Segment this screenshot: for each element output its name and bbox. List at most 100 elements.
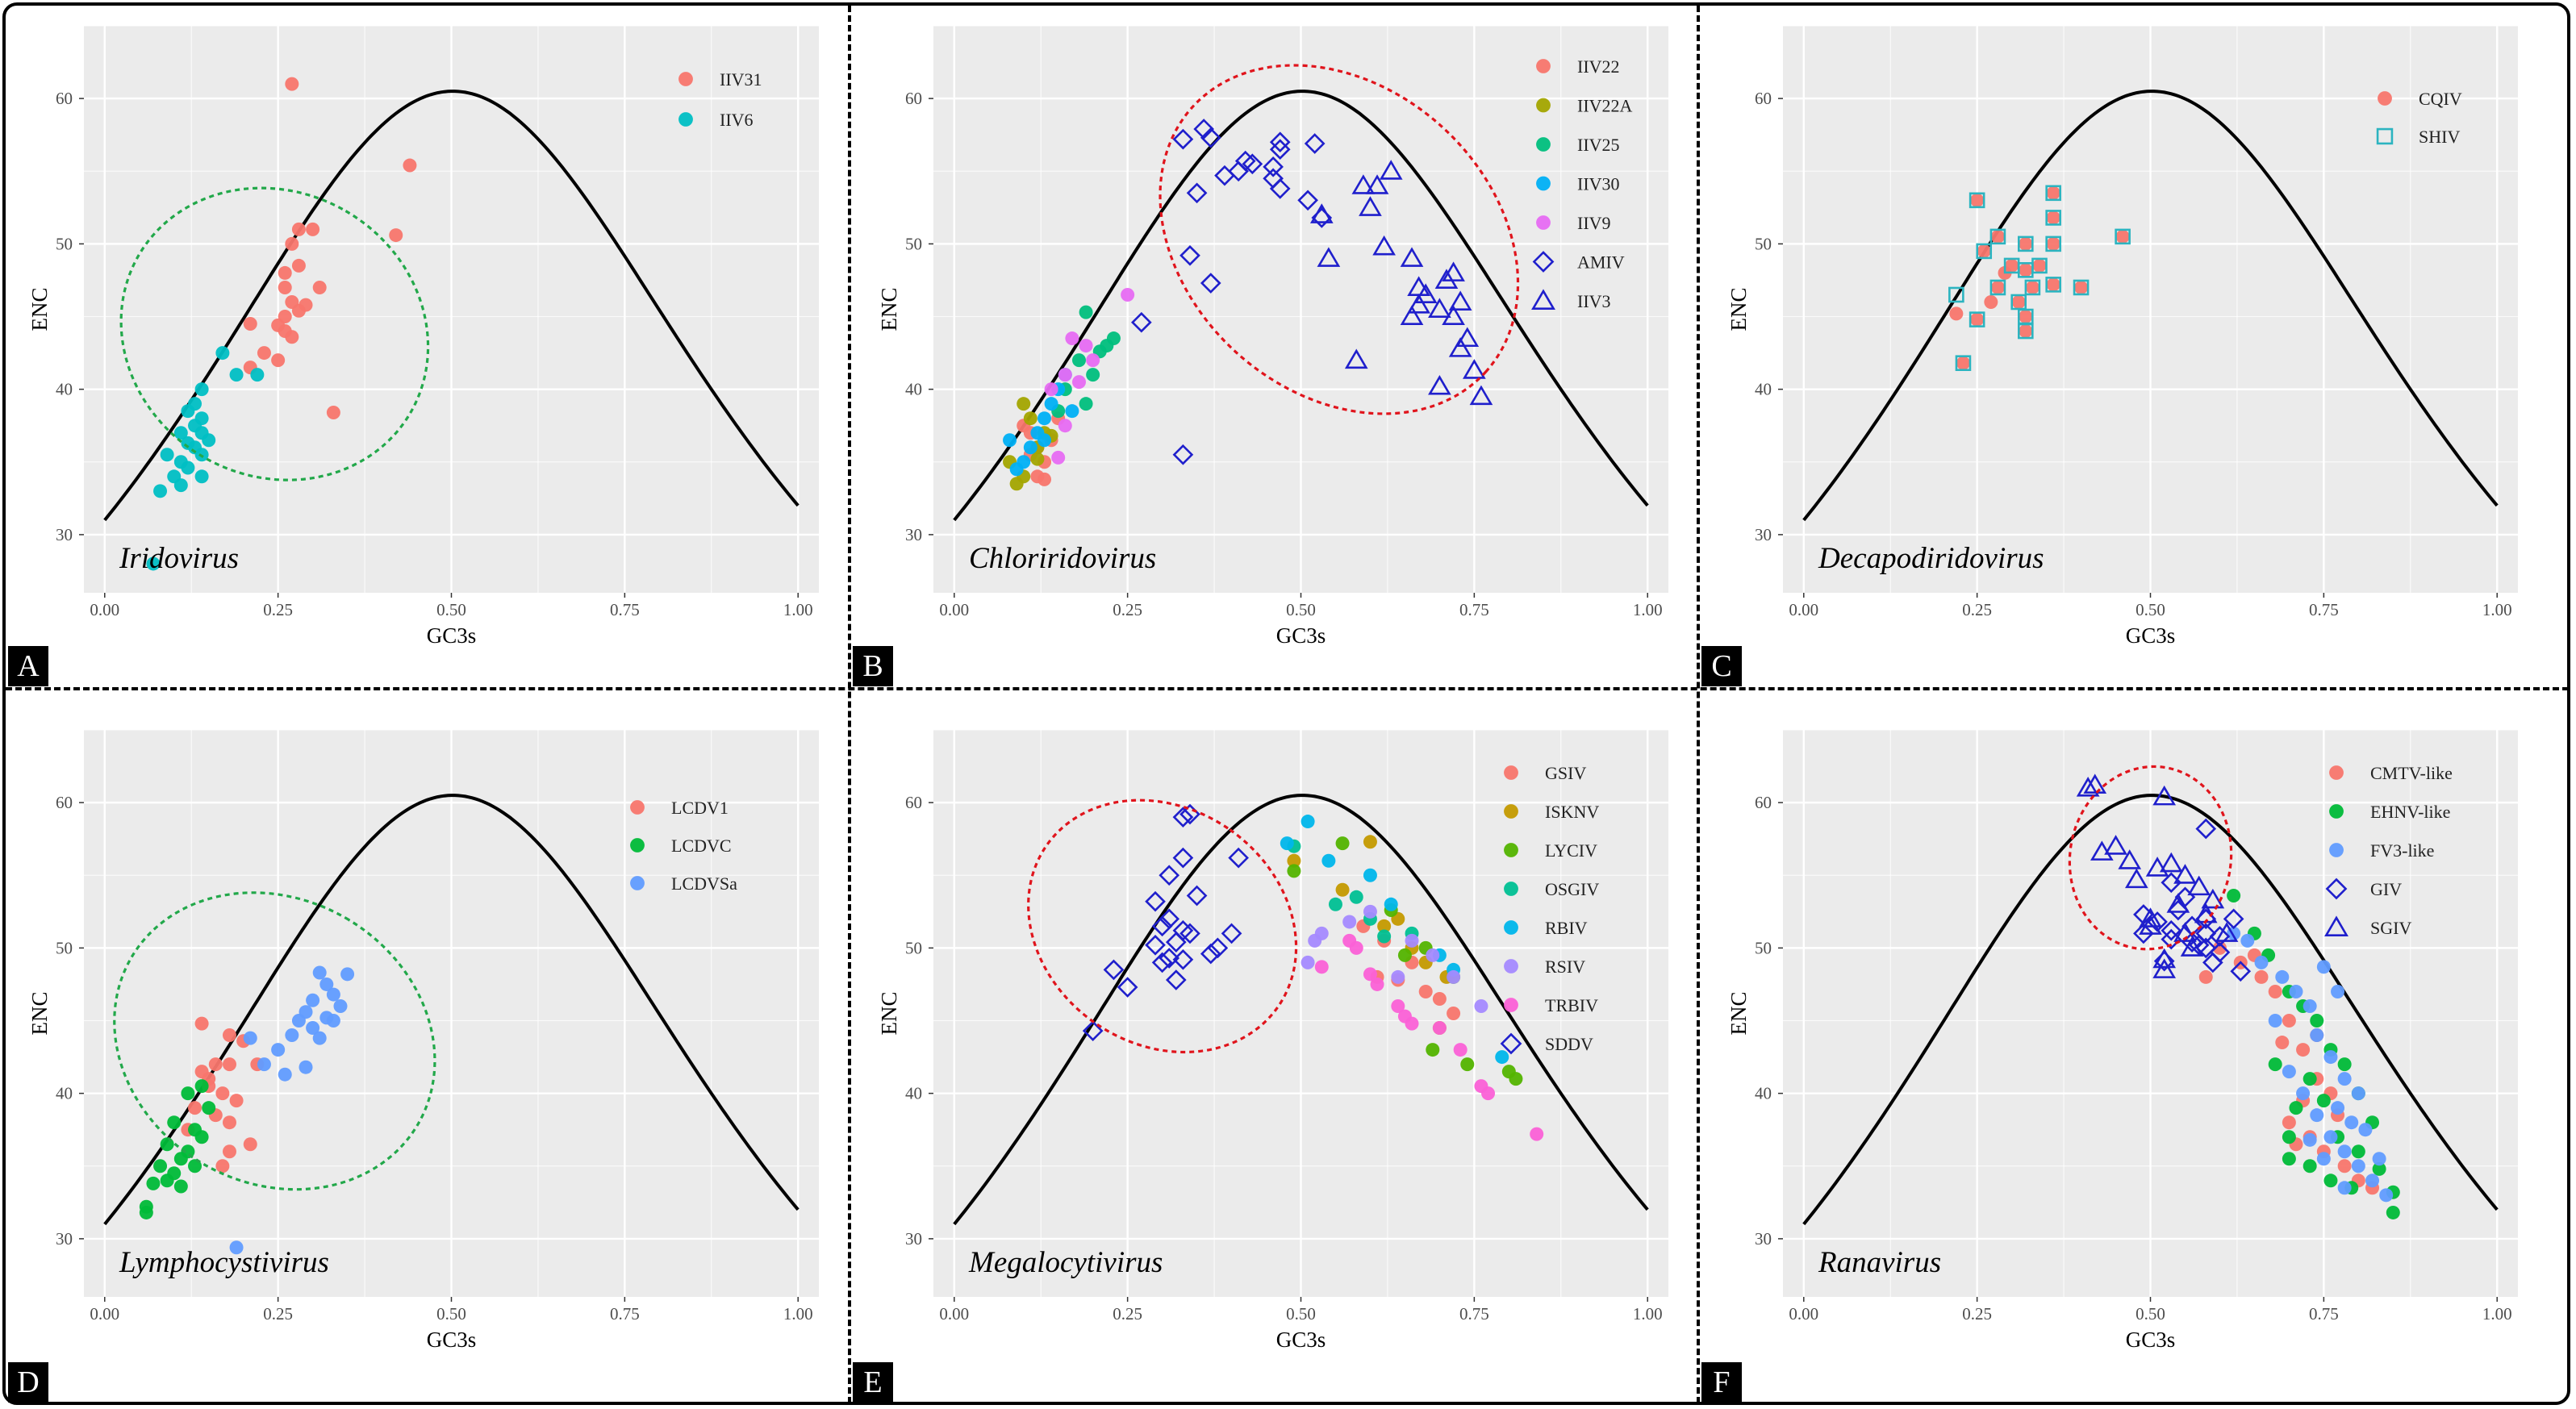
- data-point: [1071, 353, 1086, 368]
- data-point: [340, 967, 355, 982]
- data-point: [2323, 1050, 2338, 1065]
- data-point: [1242, 153, 1263, 175]
- data-point: [167, 1115, 182, 1130]
- scatter-plot-e: 0.00 0.25 0.50 0.75 1.00 30 40 50 60 GC3s ENC GSIV I…: [877, 729, 1668, 1352]
- data-point: [1287, 853, 1301, 868]
- data-point: [1349, 940, 1363, 955]
- data-point: [2046, 236, 2060, 251]
- data-point: [1990, 280, 2005, 294]
- data-point: [1121, 287, 1135, 302]
- panel-d: 0.00 0.25 0.50 0.75 1.00 30 40 50 60 GC3s ENC LCDV1…: [0, 704, 850, 1394]
- data-point: [2268, 1014, 2282, 1028]
- data-point: [2358, 1123, 2373, 1137]
- series-trbiv: [1314, 933, 1544, 1141]
- data-point: [1970, 193, 1985, 207]
- data-point: [1372, 235, 1396, 256]
- panel-c: 0.00 0.25 0.50 0.75 1.00 30 40 50 60 GC3s ENC CQIV S…: [1699, 0, 2549, 690]
- data-point: [2372, 1152, 2386, 1166]
- data-point: [1363, 868, 1377, 882]
- data-point: [2018, 262, 2034, 278]
- series-amiv: [1130, 119, 1333, 465]
- data-point: [1263, 156, 1284, 177]
- data-point: [271, 1043, 286, 1057]
- data-point: [1969, 192, 1985, 209]
- legend-label: LYCIV: [1545, 840, 1597, 861]
- y-tick-label: 60: [1755, 89, 1772, 108]
- data-point: [181, 461, 195, 475]
- data-point: [2282, 1152, 2296, 1166]
- legend-label: FV3-like: [2370, 840, 2434, 861]
- data-point: [1949, 306, 1964, 321]
- data-point: [1990, 229, 2005, 244]
- x-tick-label: 0.00: [939, 600, 969, 619]
- data-point: [1469, 385, 1493, 406]
- x-axis-title: GC3s: [1276, 623, 1326, 648]
- data-point: [2296, 1086, 2311, 1101]
- y-tick-label: 30: [905, 1229, 922, 1249]
- legend-key: [630, 800, 645, 815]
- x-tick-label: 0.25: [1962, 1304, 1992, 1324]
- data-point: [1321, 853, 1336, 868]
- y-tick-label: 40: [1755, 380, 1772, 399]
- data-point: [291, 1014, 306, 1028]
- data-point: [2104, 835, 2127, 855]
- legend-label: CMTV-like: [2370, 763, 2453, 783]
- data-point: [2161, 919, 2182, 941]
- data-point: [1377, 929, 1392, 944]
- data-point: [2212, 940, 2227, 955]
- data-point: [160, 1137, 174, 1152]
- x-tick-label: 0.50: [436, 1304, 466, 1324]
- data-point: [2303, 998, 2317, 1013]
- data-point: [1448, 290, 1472, 311]
- data-point: [1287, 864, 1301, 878]
- data-point: [173, 478, 188, 493]
- y-axis-title: ENC: [877, 992, 901, 1036]
- y-tick-label: 60: [56, 89, 73, 108]
- data-point: [291, 258, 306, 273]
- data-point: [1065, 404, 1079, 419]
- data-point: [306, 222, 320, 236]
- data-point: [1165, 932, 1187, 953]
- data-point: [1365, 174, 1389, 194]
- y-tick-label: 30: [1755, 525, 1772, 544]
- highlight-ellipse: [113, 891, 436, 1191]
- legend-key: [2329, 843, 2344, 857]
- legend-label: EHNV-like: [2370, 802, 2450, 822]
- data-point: [2115, 228, 2131, 245]
- data-point: [2215, 922, 2239, 942]
- data-point: [2351, 1086, 2365, 1101]
- data-point: [2310, 1108, 2324, 1123]
- data-point: [250, 368, 265, 382]
- data-point: [2310, 1028, 2324, 1043]
- data-point: [2282, 1130, 2296, 1144]
- data-point: [1017, 455, 1031, 469]
- data-point: [2152, 948, 2177, 969]
- data-point: [2025, 280, 2040, 294]
- data-point: [1984, 294, 1998, 309]
- data-point: [2209, 926, 2231, 947]
- data-point: [1044, 382, 1058, 397]
- data-point: [1453, 1043, 1468, 1057]
- data-point: [1200, 273, 1221, 294]
- genus-label: Ranavirus: [1818, 1246, 1941, 1279]
- data-point: [188, 1101, 202, 1115]
- data-point: [1100, 339, 1114, 353]
- series-lcdvc: [139, 1079, 216, 1219]
- data-point: [2323, 1173, 2338, 1188]
- data-point: [2074, 280, 2089, 294]
- genus-label: Lymphocystivirus: [119, 1246, 329, 1279]
- x-tick-label: 1.00: [783, 600, 813, 619]
- data-point: [2018, 236, 2034, 252]
- data-point: [285, 236, 299, 251]
- x-tick-label: 1.00: [783, 1304, 813, 1324]
- data-point: [2019, 263, 2033, 277]
- data-point: [1434, 269, 1459, 289]
- legend-label: SGIV: [2370, 918, 2411, 938]
- data-point: [2275, 1036, 2290, 1050]
- legend-label: IIV22: [1577, 56, 1620, 77]
- x-axis-title: GC3s: [427, 623, 477, 648]
- y-tick-label: 40: [1755, 1084, 1772, 1103]
- data-point: [326, 987, 340, 1002]
- data-point: [2118, 849, 2142, 869]
- data-point: [2198, 969, 2213, 984]
